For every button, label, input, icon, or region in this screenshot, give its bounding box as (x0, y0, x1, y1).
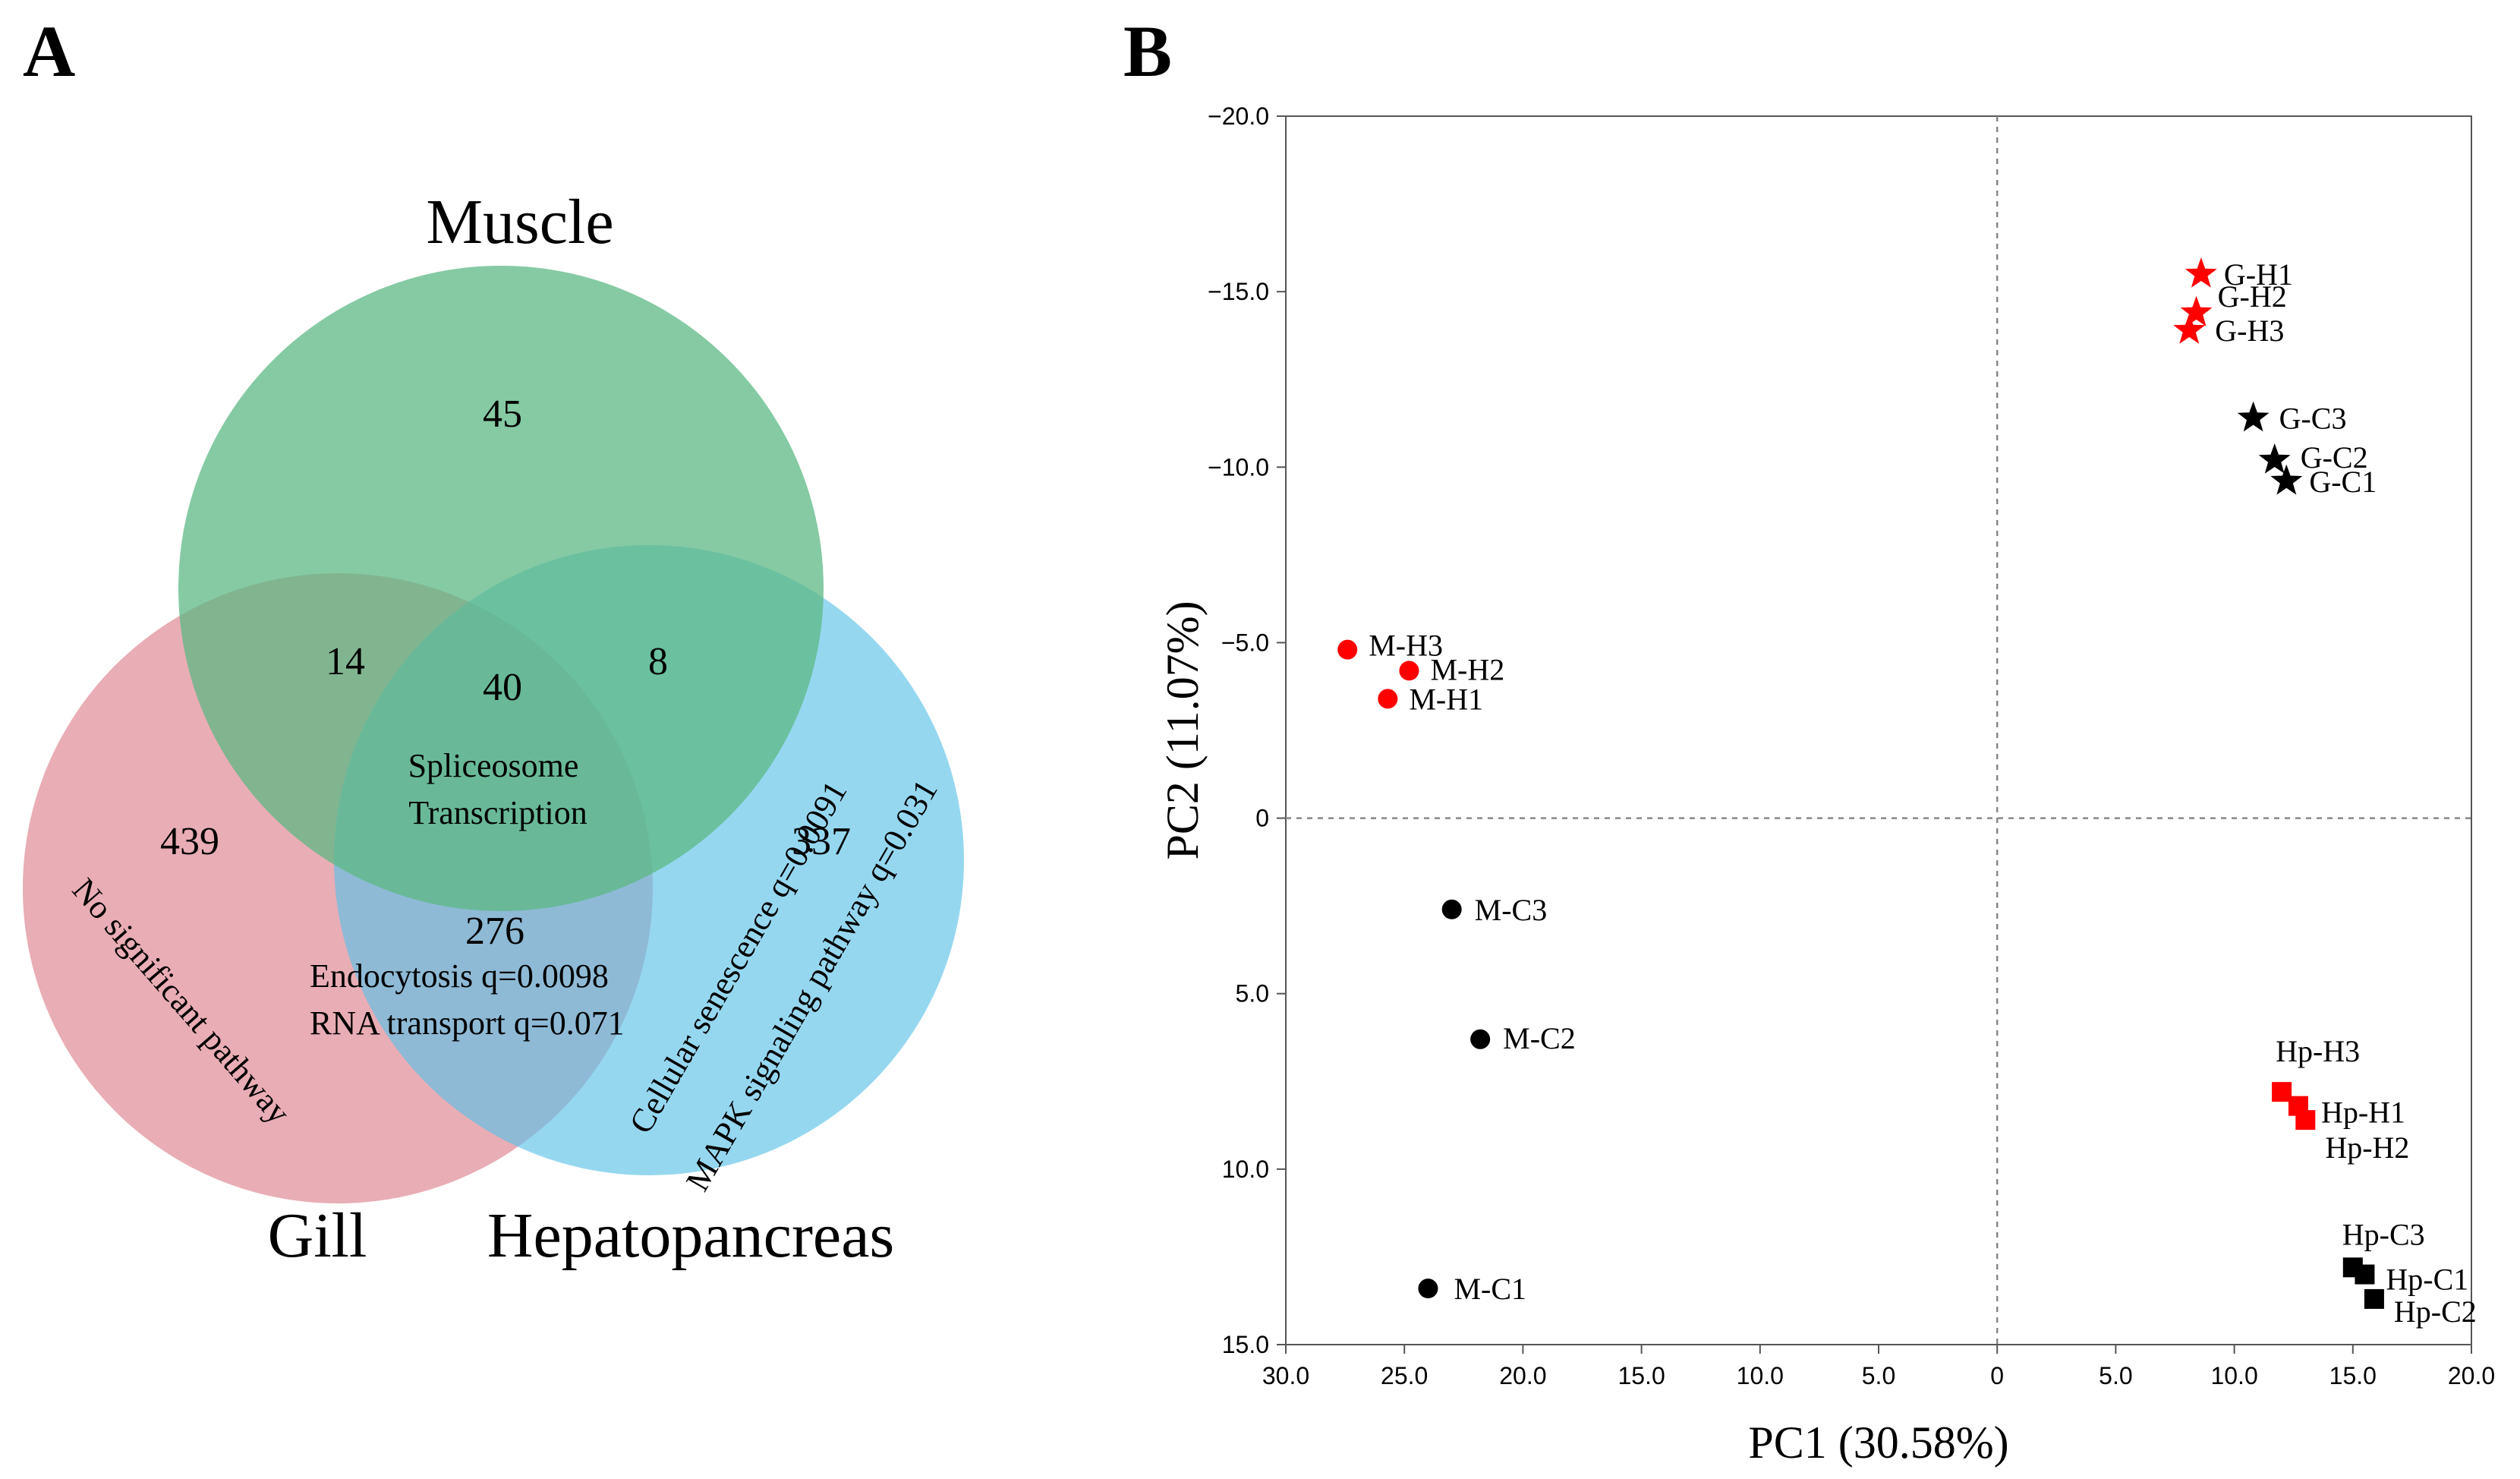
x-tick-label: 10.0 (2210, 1362, 2257, 1389)
label-hp-h1: Hp-H1 (2321, 1096, 2405, 1130)
label-hp-h2: Hp-H2 (2325, 1131, 2409, 1165)
label-m-c3: M-C3 (1475, 893, 1548, 927)
venn-label-gill: Gill (268, 1200, 367, 1271)
x-axis-ticks: 30.0 25.0 20.0 15.0 10.0 5.0 0 5.0 10.0 15.0 20.0 (1262, 1345, 2495, 1389)
pathway-gill-hepato-line1: Endocytosis q=0.0098 (310, 957, 609, 995)
y-tick-label: −20.0 (1208, 102, 1269, 130)
x-axis-title: PC1 (30.58%) (1748, 1418, 2008, 1468)
y-tick-label: −5.0 (1221, 629, 1269, 656)
label-g-h2: G-H2 (2218, 279, 2287, 314)
scatter-points: M-H3M-H2M-H1M-C3M-C2M-C1G-H1G-H2G-H3G-C3… (1337, 257, 2477, 1329)
pathway-center-line2: Transcription (408, 794, 587, 831)
x-tick-label: 15.0 (2329, 1362, 2377, 1389)
panel-a-label: A (23, 11, 75, 92)
y-tick-label: 0 (1255, 805, 1269, 832)
label-hp-c2: Hp-C2 (2394, 1295, 2477, 1329)
label-g-c3: G-C3 (2279, 402, 2347, 436)
region-gill-only: 439 (160, 820, 219, 863)
x-tick-label: 15.0 (1618, 1362, 1665, 1389)
pca-panel: B 30.0 25.0 20.0 15.0 10.0 5.0 0 5.0 10.0 15.0 20.… (1123, 11, 2495, 1468)
point-m-h2 (1399, 661, 1419, 680)
point-hp-h2 (2295, 1110, 2315, 1130)
point-g-c1 (2270, 465, 2302, 495)
y-tick-label: 5.0 (1236, 980, 1269, 1008)
figure: A Muscle Gill Hepatopancreas 45 14 40 8 … (0, 0, 2520, 1479)
y-tick-label: −10.0 (1208, 453, 1269, 481)
y-tick-label: −15.0 (1208, 278, 1269, 305)
x-tick-label: 20.0 (1499, 1362, 1546, 1389)
x-tick-label: 5.0 (2099, 1362, 2132, 1389)
x-tick-label: 20.0 (2448, 1362, 2495, 1389)
region-all-three: 40 (483, 666, 522, 709)
panel-b-label: B (1123, 11, 1172, 92)
point-m-c1 (1418, 1279, 1438, 1298)
point-g-h1 (2185, 257, 2217, 288)
venn-panel: A Muscle Gill Hepatopancreas 45 14 40 8 … (23, 11, 964, 1271)
venn-label-hepatopancreas: Hepatopancreas (487, 1200, 894, 1271)
y-axis-ticks: −20.0 −15.0 −10.0 −5.0 0 5.0 10.0 15.0 (1208, 102, 1286, 1358)
label-g-h3: G-H3 (2215, 314, 2284, 348)
point-m-h1 (1378, 689, 1397, 708)
x-tick-label: 0 (1990, 1362, 2004, 1389)
y-tick-label: 15.0 (1222, 1331, 1269, 1358)
point-hp-c1 (2355, 1265, 2374, 1285)
region-muscle-only: 45 (483, 393, 522, 436)
x-tick-label: 10.0 (1737, 1362, 1784, 1389)
point-m-c2 (1470, 1030, 1490, 1049)
y-tick-label: 10.0 (1222, 1156, 1269, 1183)
point-m-c3 (1442, 900, 1462, 919)
region-gill-hepatopancreas: 276 (465, 910, 524, 953)
label-hp-c3: Hp-C3 (2342, 1217, 2425, 1251)
x-tick-label: 25.0 (1381, 1362, 1428, 1389)
plot-area-frame (1286, 116, 2471, 1345)
label-hp-h3: Hp-H3 (2276, 1034, 2360, 1068)
y-axis-title: PC2 (11.07%) (1158, 601, 1208, 859)
label-hp-c1: Hp-C1 (2386, 1263, 2468, 1297)
point-hp-c2 (2364, 1289, 2384, 1309)
venn-label-muscle: Muscle (426, 187, 613, 257)
point-g-h2 (2181, 296, 2213, 326)
label-g-c1: G-C1 (2309, 465, 2377, 499)
x-tick-label: 5.0 (1862, 1362, 1895, 1389)
region-muscle-hepatopancreas: 8 (648, 640, 668, 683)
label-m-c2: M-C2 (1503, 1021, 1576, 1055)
x-tick-label: 30.0 (1262, 1362, 1309, 1389)
point-g-c3 (2238, 402, 2270, 432)
pathway-center-line1: Spliceosome (408, 747, 579, 784)
label-m-c1: M-C1 (1454, 1272, 1526, 1306)
point-m-h3 (1337, 640, 1357, 660)
region-muscle-gill: 14 (326, 640, 365, 683)
pathway-gill-hepato-line2: RNA transport q=0.071 (310, 1004, 625, 1042)
label-m-h1: M-H1 (1409, 682, 1483, 716)
